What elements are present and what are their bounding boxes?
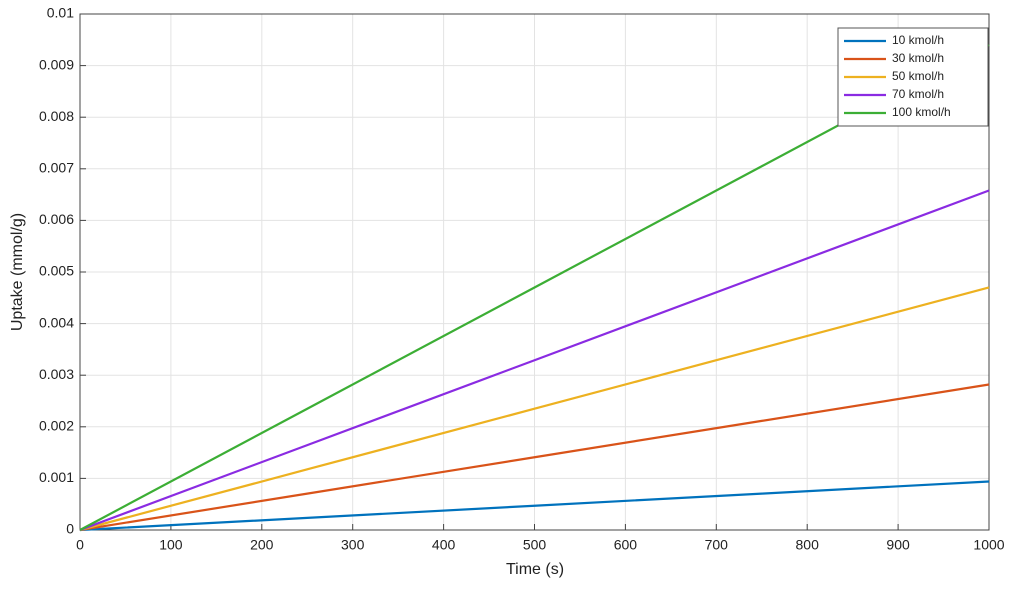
legend-label: 30 kmol/h (892, 51, 944, 65)
y-tick-label: 0.009 (39, 56, 74, 72)
y-tick-label: 0.005 (39, 263, 74, 279)
legend-label: 70 kmol/h (892, 87, 944, 101)
legend: 10 kmol/h 30 kmol/h 50 kmol/h 70 kmol/h 100 … (837, 27, 989, 127)
x-tick-label: 200 (250, 537, 274, 553)
x-tick-label: 900 (886, 537, 910, 553)
y-tick-label: 0.01 (47, 5, 74, 21)
y-tick-label: 0.006 (39, 211, 74, 227)
x-tick-label: 1000 (973, 537, 1004, 553)
y-tick-label: 0.001 (39, 469, 74, 485)
x-tick-label: 0 (76, 537, 84, 553)
x-axis-label: Time (s) (506, 561, 564, 578)
x-tick-label: 700 (705, 537, 729, 553)
x-tick-label: 800 (796, 537, 820, 553)
series-line (79, 480, 990, 532)
x-tick-label: 400 (432, 537, 456, 553)
legend-label: 100 kmol/h (892, 105, 951, 119)
series-line (79, 189, 990, 532)
y-axis-label: Uptake (mmol/g) (9, 213, 26, 331)
x-tick-label: 300 (341, 537, 365, 553)
y-tick-label: 0.007 (39, 160, 74, 176)
x-tick-label: 600 (614, 537, 638, 553)
y-tick-label: 0.008 (39, 108, 74, 124)
series-line (79, 286, 990, 532)
axes-box (79, 13, 990, 531)
legend-label: 10 kmol/h (892, 33, 944, 47)
y-tick-label: 0.003 (39, 366, 74, 382)
legend-label: 50 kmol/h (892, 69, 944, 83)
y-tick-label: 0.002 (39, 418, 74, 434)
x-tick-label: 100 (159, 537, 183, 553)
series-line (79, 383, 990, 532)
x-tick-label: 500 (523, 537, 547, 553)
y-tick-label: 0 (66, 521, 74, 537)
y-tick-label: 0.004 (39, 314, 74, 330)
